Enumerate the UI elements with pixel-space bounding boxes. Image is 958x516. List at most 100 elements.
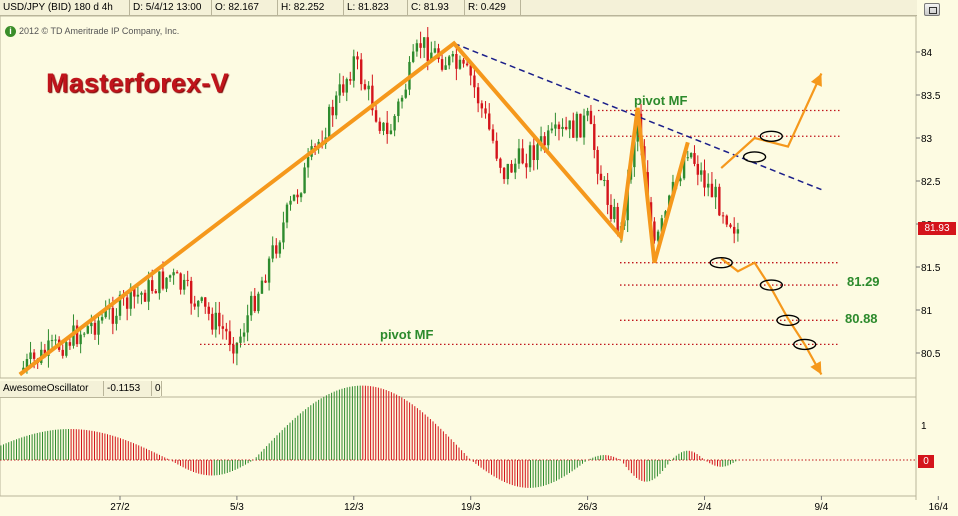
candle-body: [430, 52, 433, 62]
x-tick-label: 16/4: [929, 502, 949, 513]
candle-body: [125, 297, 129, 309]
candle-body: [204, 297, 207, 307]
candle-body: [517, 148, 521, 164]
candle-body: [568, 120, 571, 130]
candle-body: [484, 108, 487, 114]
candle-body: [360, 59, 363, 85]
candle-body: [100, 317, 104, 321]
candle-body: [345, 79, 348, 93]
candle-body: [653, 221, 656, 241]
candle-body: [154, 291, 157, 294]
candle-body: [349, 79, 352, 81]
candle-body: [455, 53, 458, 69]
x-tick-label: 12/3: [344, 502, 364, 513]
level-label-80-88: 80.88: [845, 311, 878, 326]
candle-body: [90, 322, 93, 327]
x-tick-label: 2/4: [698, 502, 712, 513]
candle-body: [61, 349, 64, 356]
candle-body: [729, 224, 732, 227]
candle-body: [554, 124, 557, 129]
x-tick-label: 19/3: [461, 502, 481, 513]
candle-body: [465, 63, 469, 66]
candle-body: [218, 312, 221, 327]
x-tick-label: 27/2: [110, 502, 130, 513]
candle-body: [193, 303, 196, 307]
candle-body: [693, 153, 696, 164]
candle-body: [161, 271, 165, 289]
candle-body: [306, 156, 310, 168]
candle-body: [118, 294, 122, 316]
candle-body: [378, 121, 381, 131]
candle-body: [386, 122, 389, 135]
candle-body: [521, 148, 524, 164]
candle-body: [462, 59, 465, 64]
oscillator-axis-top: 1: [921, 421, 927, 432]
y-tick-label: 81: [921, 306, 933, 317]
candle-body: [75, 325, 79, 345]
candle-body: [86, 326, 89, 334]
candle-body: [514, 163, 517, 173]
candle-body: [606, 179, 609, 205]
candle-body: [433, 48, 437, 53]
candle-body: [104, 309, 107, 318]
candle-body: [147, 280, 150, 302]
candle-body: [656, 231, 660, 241]
candle-body: [596, 149, 599, 174]
candle-body: [111, 307, 115, 324]
candle-body: [83, 333, 86, 335]
candle-body: [448, 56, 451, 66]
candle-body: [165, 277, 168, 289]
candle-body: [179, 273, 182, 290]
candle-body: [686, 157, 689, 159]
candle-body: [172, 272, 175, 276]
arrow-up-icon: [810, 73, 822, 87]
arrow-down-icon: [810, 361, 822, 375]
candle-body: [317, 141, 320, 147]
high-readout: H: 82.252: [278, 0, 344, 15]
candle-body: [543, 136, 546, 146]
y-tick-label: 81.5: [921, 263, 941, 274]
candle-body: [557, 124, 561, 129]
oscillator-name: AwesomeOscillator: [0, 381, 104, 396]
candle-body: [211, 313, 214, 330]
candle-body: [476, 87, 480, 104]
candle-body: [158, 271, 161, 294]
y-tick-label: 82.5: [921, 177, 941, 188]
candle-body: [327, 106, 331, 138]
open-readout: O: 82.167: [212, 0, 278, 15]
candle-body: [246, 315, 249, 333]
candle-body: [547, 130, 550, 146]
x-tick-label: 5/3: [230, 502, 244, 513]
range-readout: R: 0.429: [465, 0, 521, 15]
candle-body: [636, 113, 639, 142]
candle-body: [214, 312, 218, 330]
candle-body: [186, 279, 189, 281]
x-tick-label: 9/4: [814, 502, 828, 513]
candle-body: [93, 322, 97, 335]
oscillator-value: -0.1153: [104, 381, 152, 396]
candle-body: [532, 145, 535, 161]
candle-body: [528, 145, 532, 168]
candle-body: [469, 65, 472, 76]
candle-body: [561, 126, 564, 129]
candle-body: [50, 340, 54, 342]
copyright-notice: i 2012 © TD Ameritrade IP Company, Inc.: [5, 26, 179, 38]
candle-body: [115, 315, 118, 324]
candle-body: [32, 352, 36, 359]
candle-body: [292, 194, 296, 201]
candle-body: [696, 163, 700, 175]
window-restore-icon[interactable]: [924, 3, 940, 16]
candle-body: [335, 95, 338, 116]
candle-body: [271, 245, 274, 259]
candle-body: [371, 85, 374, 111]
candle-body: [253, 295, 256, 312]
candle-body: [97, 320, 100, 335]
candle-body: [564, 126, 568, 130]
pivot-touch-circle: [759, 130, 783, 142]
candle-body: [400, 97, 404, 102]
candle-body: [235, 342, 239, 354]
candle-body: [382, 122, 385, 131]
y-tick-label: 83.5: [921, 91, 941, 102]
candle-body: [491, 129, 495, 141]
